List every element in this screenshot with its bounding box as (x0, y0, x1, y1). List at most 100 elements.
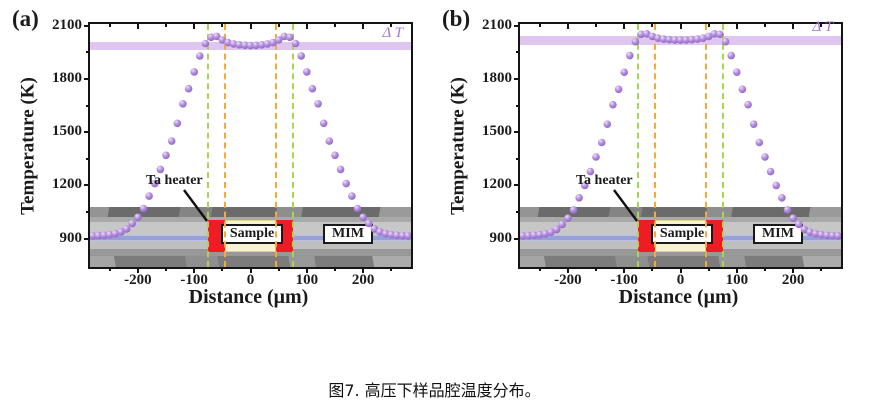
data-point (331, 151, 339, 160)
x-minor-tick (221, 267, 224, 271)
x-minor-tick-top (595, 24, 598, 27)
data-point (755, 138, 764, 147)
x-tick-top (136, 24, 139, 29)
x-minor-tick (595, 267, 598, 271)
x-tick-label: 100 (295, 272, 319, 288)
y-minor-tick (516, 104, 520, 107)
data-point (614, 85, 623, 94)
x-tick-label: -200 (554, 272, 582, 288)
guide-line-orange (705, 24, 708, 267)
y-minor-tick (516, 51, 520, 54)
x-minor-tick-top (277, 24, 280, 27)
x-minor-tick (763, 267, 766, 271)
y-minor-tick (86, 157, 90, 160)
y-minor-tick (86, 211, 90, 213)
x-tick-label: -100 (180, 272, 208, 288)
x-minor-tick-top (165, 24, 168, 27)
y-tick-label: 2100 (52, 16, 82, 33)
x-minor-tick-top (651, 24, 654, 27)
y-tick (84, 24, 90, 27)
sample-label-box: Sample (221, 224, 283, 244)
x-tick-top (566, 24, 569, 29)
x-tick (735, 267, 738, 273)
data-point (196, 52, 204, 60)
sample-label-box: Sample (651, 224, 713, 244)
data-point (738, 85, 747, 94)
y-tick (514, 184, 520, 187)
data-point (325, 137, 334, 145)
data-point (778, 194, 786, 202)
sample-chamber-inset: Sample MIM (520, 207, 841, 267)
x-tick-top (735, 24, 738, 29)
x-minor-tick-top (221, 24, 224, 27)
data-point (772, 181, 780, 190)
x-tick-label: 0 (246, 272, 255, 288)
mim-label-box: MIM (753, 224, 803, 244)
data-point (280, 32, 289, 41)
x-tick-top (679, 24, 682, 29)
ta-heater-left-rect (208, 220, 225, 252)
data-point (744, 100, 752, 109)
y-minor-tick (516, 211, 520, 213)
panel-b: (b) Temperature (K) Sample MIM Δ T Ta he… (430, 0, 864, 340)
data-point (597, 138, 606, 147)
y-minor-tick (86, 51, 90, 54)
x-tick-label: -100 (610, 272, 638, 288)
y-tick-label: 1800 (52, 69, 82, 86)
x-axis-label: Distance (μm) (618, 286, 739, 308)
y-tick (84, 184, 90, 187)
inset-layer (90, 217, 411, 222)
ta-heater-label: Ta heater (146, 173, 203, 188)
data-point (620, 68, 628, 76)
data-point (212, 32, 221, 41)
data-point (190, 68, 198, 76)
x-minor-tick (333, 267, 336, 271)
plot-area-a: Temperature (K) Sample MIM Δ T Ta heater (18, 17, 413, 288)
x-tick (566, 267, 569, 273)
y-tick-label: 1500 (52, 123, 82, 140)
delta-t-label: Δ T (812, 18, 833, 35)
y-tick (84, 237, 90, 240)
x-tick-top (305, 24, 308, 29)
data-point (167, 137, 176, 145)
delta-t-label: Δ T (382, 24, 403, 41)
data-point (173, 119, 182, 128)
x-tick (792, 267, 795, 273)
data-point (297, 52, 305, 60)
ta-heater-arrow (183, 189, 208, 222)
y-tick-label: 1500 (482, 123, 512, 140)
delta-t-band (90, 41, 411, 50)
data-point (314, 100, 322, 108)
data-point (603, 120, 612, 128)
data-point (303, 68, 311, 76)
ta-heater-arrow (613, 189, 638, 222)
data-point (609, 100, 617, 109)
data-point (727, 51, 735, 60)
guide-line-orange (223, 24, 226, 267)
x-tick (305, 267, 308, 273)
x-tick (136, 267, 139, 273)
inset-gasket-layer (90, 207, 411, 217)
x-tick-label: 100 (725, 272, 749, 288)
y-tick (514, 237, 520, 240)
x-minor-tick (651, 267, 654, 271)
y-minor-tick (516, 157, 520, 160)
delta-t-band (520, 35, 841, 46)
x-tick-top (362, 24, 365, 29)
data-point (766, 167, 775, 176)
x-tick (623, 267, 626, 273)
y-tick-label: 2100 (482, 16, 512, 33)
y-tick (514, 77, 520, 80)
x-minor-tick (538, 267, 541, 271)
y-minor-tick (86, 104, 90, 107)
x-tick (193, 267, 196, 273)
y-tick-label: 900 (59, 229, 83, 246)
data-point (342, 179, 350, 188)
mim-label-box: MIM (323, 224, 373, 244)
inset-anvil-layer (90, 256, 411, 267)
y-tick-label: 1200 (52, 176, 82, 193)
y-tick-label: 900 (489, 229, 513, 246)
y-tick-label: 1800 (482, 69, 512, 86)
data-point (749, 120, 758, 128)
data-point (336, 165, 345, 174)
